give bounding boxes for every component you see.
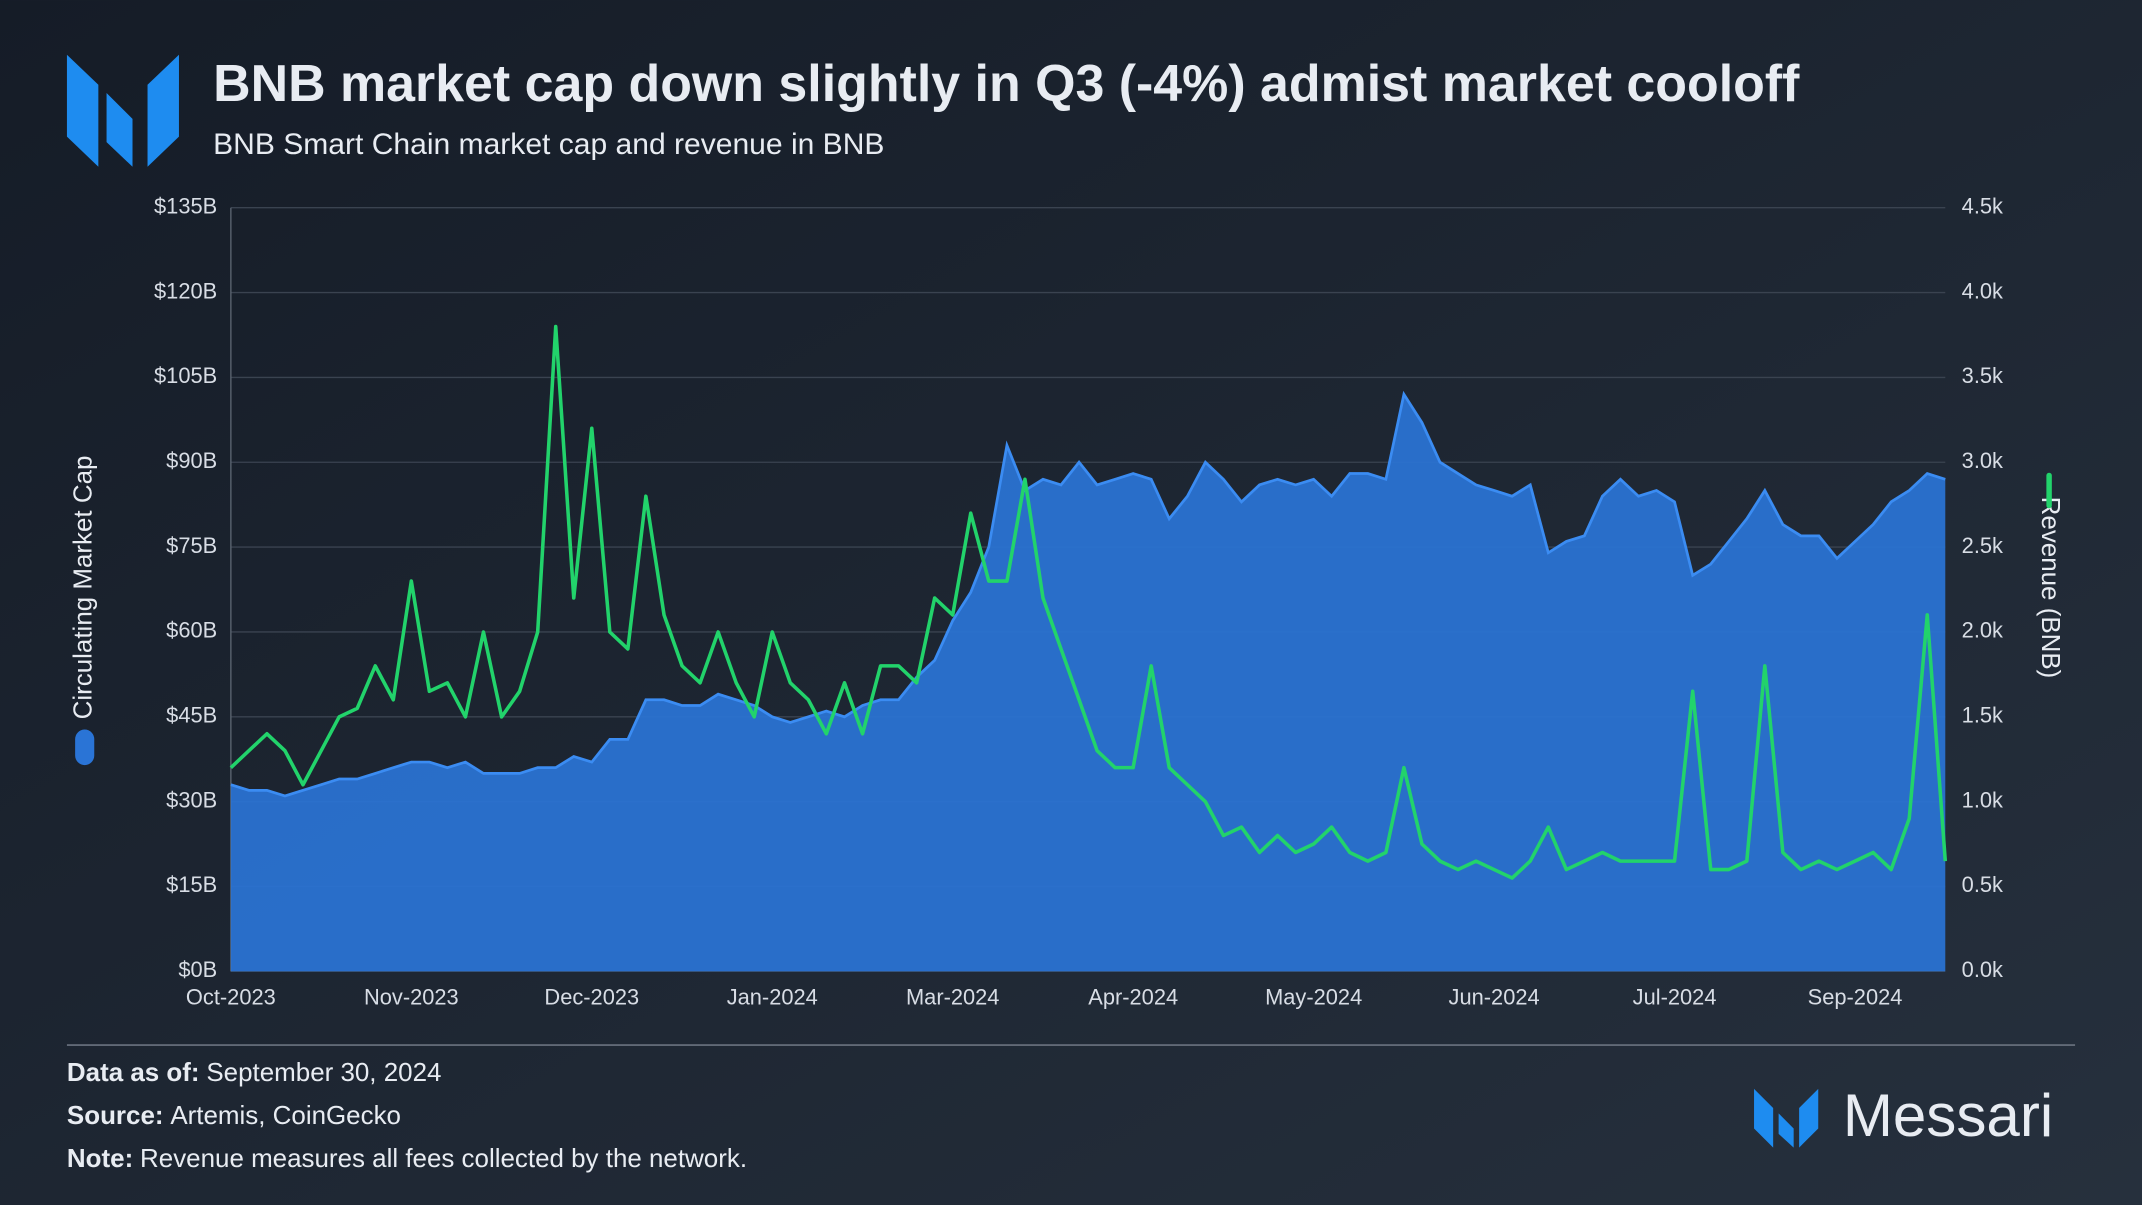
y2-tick-label: 3.0k xyxy=(1962,448,2003,473)
x-tick-label: Nov-2023 xyxy=(364,984,459,1009)
y2-tick-label: 0.0k xyxy=(1962,957,2003,982)
y-tick-label: $90B xyxy=(166,448,217,473)
y-tick-label: $0B xyxy=(178,957,217,982)
x-tick-label: Jul-2024 xyxy=(1633,984,1717,1009)
y2-tick-label: 3.5k xyxy=(1962,363,2003,388)
logo xyxy=(66,54,179,167)
chart-title: BNB market cap down slightly in Q3 (-4%)… xyxy=(213,55,1800,113)
line xyxy=(229,324,1948,880)
y-tick-label: $30B xyxy=(166,787,217,812)
brand-name: Messari xyxy=(1843,1082,2053,1149)
right-axis-title: Revenue (BNB) xyxy=(2036,472,2064,679)
axis-title: Circulating Market Cap xyxy=(70,456,98,720)
y-tick-label: $75B xyxy=(166,533,217,558)
y2-tick-label: 0.5k xyxy=(1962,872,2003,897)
axis-title: Revenue (BNB) xyxy=(2036,497,2064,679)
x-tick-label: Oct-2023 xyxy=(186,984,276,1009)
y-tick-label: $105B xyxy=(154,363,217,388)
x-tick-label: Jan-2024 xyxy=(727,984,818,1009)
x-tick-label: Sep-2024 xyxy=(1808,984,1903,1009)
y-tick-label: $120B xyxy=(154,278,217,303)
footer-label: Note: xyxy=(67,1145,133,1173)
left-axis-title: Circulating Market Cap xyxy=(70,456,98,766)
footer-text: Revenue measures all fees collected by t… xyxy=(140,1145,747,1173)
x-tick-label: Dec-2023 xyxy=(544,984,639,1009)
x-tick-label: Apr-2024 xyxy=(1088,984,1178,1009)
legend-swatch xyxy=(75,729,95,766)
area-line xyxy=(230,390,1946,798)
footer-note: Data as of: September 30, 2024 xyxy=(67,1059,441,1087)
y2-tick-label: 2.5k xyxy=(1962,533,2003,558)
y-tick-label: $60B xyxy=(166,618,217,643)
footer-label: Data as of: xyxy=(67,1059,200,1087)
footer-text: Artemis, CoinGecko xyxy=(170,1102,401,1130)
y2-tick-label: 1.0k xyxy=(1962,787,2003,812)
x-tick-label: May-2024 xyxy=(1265,984,1362,1009)
y-tick-label: $15B xyxy=(166,872,217,897)
footer-note: Note: Revenue measures all fees collected… xyxy=(67,1145,747,1173)
footer-label: Source: xyxy=(67,1102,164,1130)
y2-tick-label: 1.5k xyxy=(1962,703,2003,728)
area xyxy=(230,394,1946,972)
y-tick-label: $45B xyxy=(166,703,217,728)
footer-text: September 30, 2024 xyxy=(206,1059,441,1087)
y-tick-label: $135B xyxy=(154,193,217,218)
y2-tick-label: 4.5k xyxy=(1962,193,2003,218)
y2-tick-label: 2.0k xyxy=(1962,618,2003,643)
legend-swatch xyxy=(2046,472,2052,509)
x-tick-label: Mar-2024 xyxy=(906,984,1000,1009)
y2-tick-label: 4.0k xyxy=(1962,278,2003,303)
brand-logo xyxy=(1754,1088,1819,1148)
chart-subtitle: BNB Smart Chain market cap and revenue i… xyxy=(213,128,884,161)
x-tick-label: Jun-2024 xyxy=(1449,984,1540,1009)
footer-note: Source: Artemis, CoinGecko xyxy=(67,1102,401,1130)
